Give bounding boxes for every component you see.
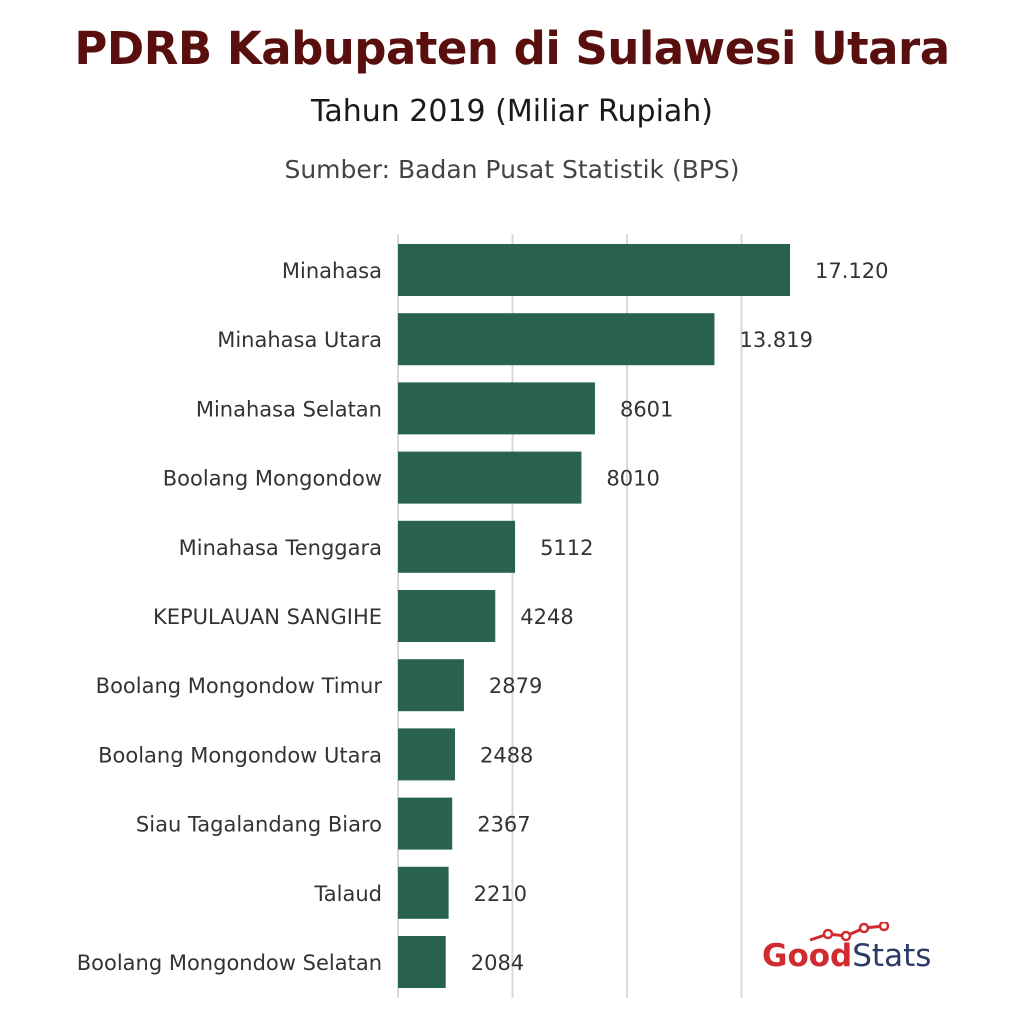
category-label: Talaud — [313, 882, 382, 906]
category-label: Minahasa Tenggara — [179, 536, 382, 560]
bar — [398, 244, 791, 296]
bar — [398, 590, 496, 642]
bar — [398, 728, 455, 781]
bar — [398, 936, 446, 988]
category-label: Boolang Mongondow — [163, 467, 382, 491]
bar — [398, 659, 464, 712]
category-label: Minahasa — [282, 259, 382, 283]
value-label: 2367 — [477, 813, 530, 837]
logo-text: GoodStats — [762, 938, 931, 974]
bar — [398, 451, 582, 504]
value-label: 5112 — [540, 536, 593, 560]
value-label: 2879 — [489, 674, 542, 698]
category-label: Boolang Mongondow Timur — [96, 674, 383, 698]
bar — [398, 797, 453, 850]
chart-source: Sumber: Badan Pusat Statistik (BPS) — [284, 155, 740, 184]
value-label: 8010 — [606, 467, 659, 491]
value-label: 2210 — [474, 882, 527, 906]
goodstats-logo: GoodStats — [762, 922, 962, 980]
value-label: 8601 — [620, 397, 673, 421]
value-label: 13.819 — [739, 328, 812, 352]
bar — [398, 866, 449, 919]
logo-good: Good — [762, 938, 853, 974]
chart-subtitle: Tahun 2019 (Miliar Rupiah) — [310, 94, 714, 129]
category-label: Minahasa Selatan — [196, 397, 382, 421]
bar — [398, 382, 595, 435]
value-label: 2084 — [471, 951, 524, 975]
logo-trend-icon — [809, 922, 890, 942]
category-label: Boolang Mongondow Selatan — [77, 951, 382, 975]
value-label: 17.120 — [815, 259, 888, 283]
logo-stats: Stats — [852, 938, 932, 974]
chart-title: PDRB Kabupaten di Sulawesi Utara — [74, 22, 950, 75]
value-label: 4248 — [520, 605, 573, 629]
category-label: Boolang Mongondow Utara — [98, 743, 382, 767]
category-label: KEPULAUAN SANGIHE — [153, 605, 382, 629]
category-label: Minahasa Utara — [217, 328, 382, 352]
bar — [398, 520, 516, 573]
category-label: Siau Tagalandang Biaro — [136, 813, 382, 837]
value-label: 2488 — [480, 743, 533, 767]
bar — [398, 313, 715, 366]
